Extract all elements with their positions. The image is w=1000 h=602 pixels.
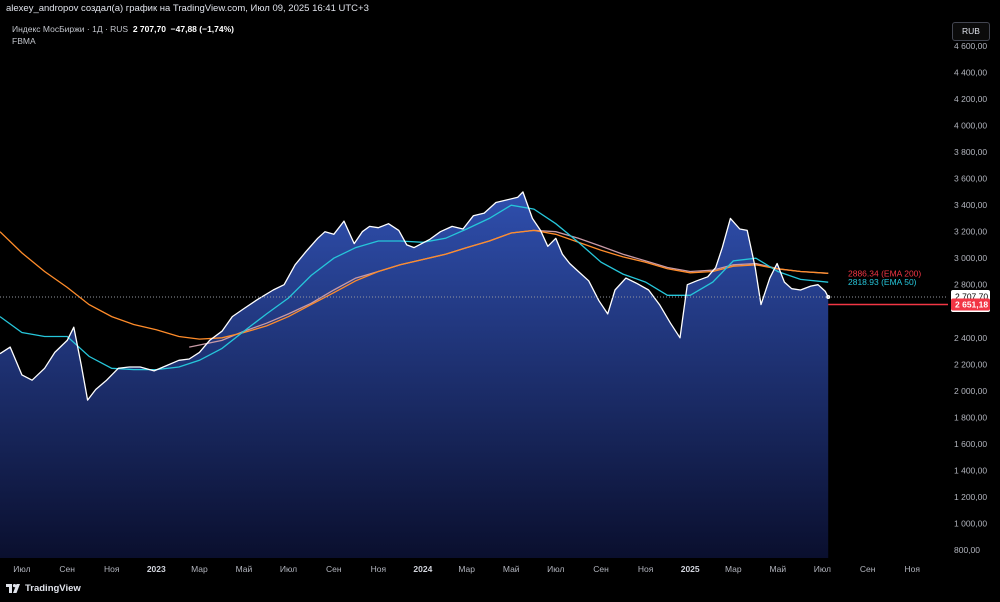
ema200-line <box>0 229 829 340</box>
level-price-tag-value: 2 651,18 <box>955 299 988 309</box>
last-price: 2 707,70 <box>132 24 166 34</box>
x-tick-label: Июл <box>814 564 831 574</box>
x-tick-label: Ноя <box>371 564 387 574</box>
y-tick-label: 1 600,00 <box>954 439 987 449</box>
tradingview-logo-icon <box>6 584 20 593</box>
y-tick-label: 1 200,00 <box>954 492 987 502</box>
ema50-value-label: 2818.93 (EMA 50) <box>848 277 917 287</box>
y-tick-label: 3 200,00 <box>954 227 987 237</box>
y-tick-label: 2 800,00 <box>954 280 987 290</box>
x-tick-label: Ноя <box>104 564 120 574</box>
x-tick-label: 2023 <box>147 564 166 574</box>
x-tick-label: Май <box>503 564 520 574</box>
tradingview-brand[interactable]: TradingView <box>6 583 81 594</box>
y-tick-label: 1 000,00 <box>954 518 987 528</box>
y-tick-label: 2 400,00 <box>954 333 987 343</box>
chart-legend: Индекс МосБиржи · 1Д · RUS 2 707,70 −47,… <box>12 23 234 47</box>
x-tick-label: Июл <box>280 564 297 574</box>
y-tick-label: 4 200,00 <box>954 94 987 104</box>
x-tick-label: Сен <box>59 564 75 574</box>
chart-attribution: alexey_andropov создал(а) график на Trad… <box>6 3 369 14</box>
symbol-name[interactable]: Индекс МосБиржи · 1Д · RUS <box>12 24 129 34</box>
y-tick-label: 3 800,00 <box>954 147 987 157</box>
price-change: −47,88 (−1,74%) <box>170 24 234 34</box>
x-tick-label: Ноя <box>638 564 654 574</box>
x-tick-label: 2024 <box>413 564 432 574</box>
y-tick-label: 3 000,00 <box>954 253 987 263</box>
currency-button[interactable]: RUB <box>952 22 990 41</box>
x-tick-label: Мар <box>725 564 742 574</box>
y-tick-label: 4 600,00 <box>954 41 987 51</box>
x-tick-label: Сен <box>593 564 609 574</box>
y-tick-label: 3 600,00 <box>954 174 987 184</box>
y-tick-label: 4 400,00 <box>954 68 987 78</box>
last-price-tag-value: 2 707,70 <box>955 291 988 301</box>
y-tick-label: 4 000,00 <box>954 121 987 131</box>
brand-label: TradingView <box>25 583 81 594</box>
y-tick-label: 3 400,00 <box>954 200 987 210</box>
y-tick-label: 1 400,00 <box>954 465 987 475</box>
x-tick-label: Июл <box>547 564 564 574</box>
x-tick-label: Сен <box>326 564 342 574</box>
y-tick-label: 2 000,00 <box>954 386 987 396</box>
x-tick-label: 2025 <box>681 564 700 574</box>
x-tick-label: Мар <box>191 564 208 574</box>
price-line <box>0 191 829 401</box>
ema200-value-label: 2886.34 (EMA 200) <box>848 268 921 278</box>
x-tick-label: Сен <box>860 564 876 574</box>
x-tick-label: Июл <box>13 564 30 574</box>
y-tick-label: 800,00 <box>954 545 980 555</box>
x-tick-label: Ноя <box>904 564 920 574</box>
x-tick-label: Май <box>769 564 786 574</box>
indicator-label[interactable]: FBMA <box>12 36 36 46</box>
level-price-tag <box>951 298 990 311</box>
y-tick-label: 1 800,00 <box>954 412 987 422</box>
x-tick-label: Мар <box>458 564 475 574</box>
x-tick-label: Май <box>236 564 253 574</box>
y-tick-label: 2 200,00 <box>954 359 987 369</box>
